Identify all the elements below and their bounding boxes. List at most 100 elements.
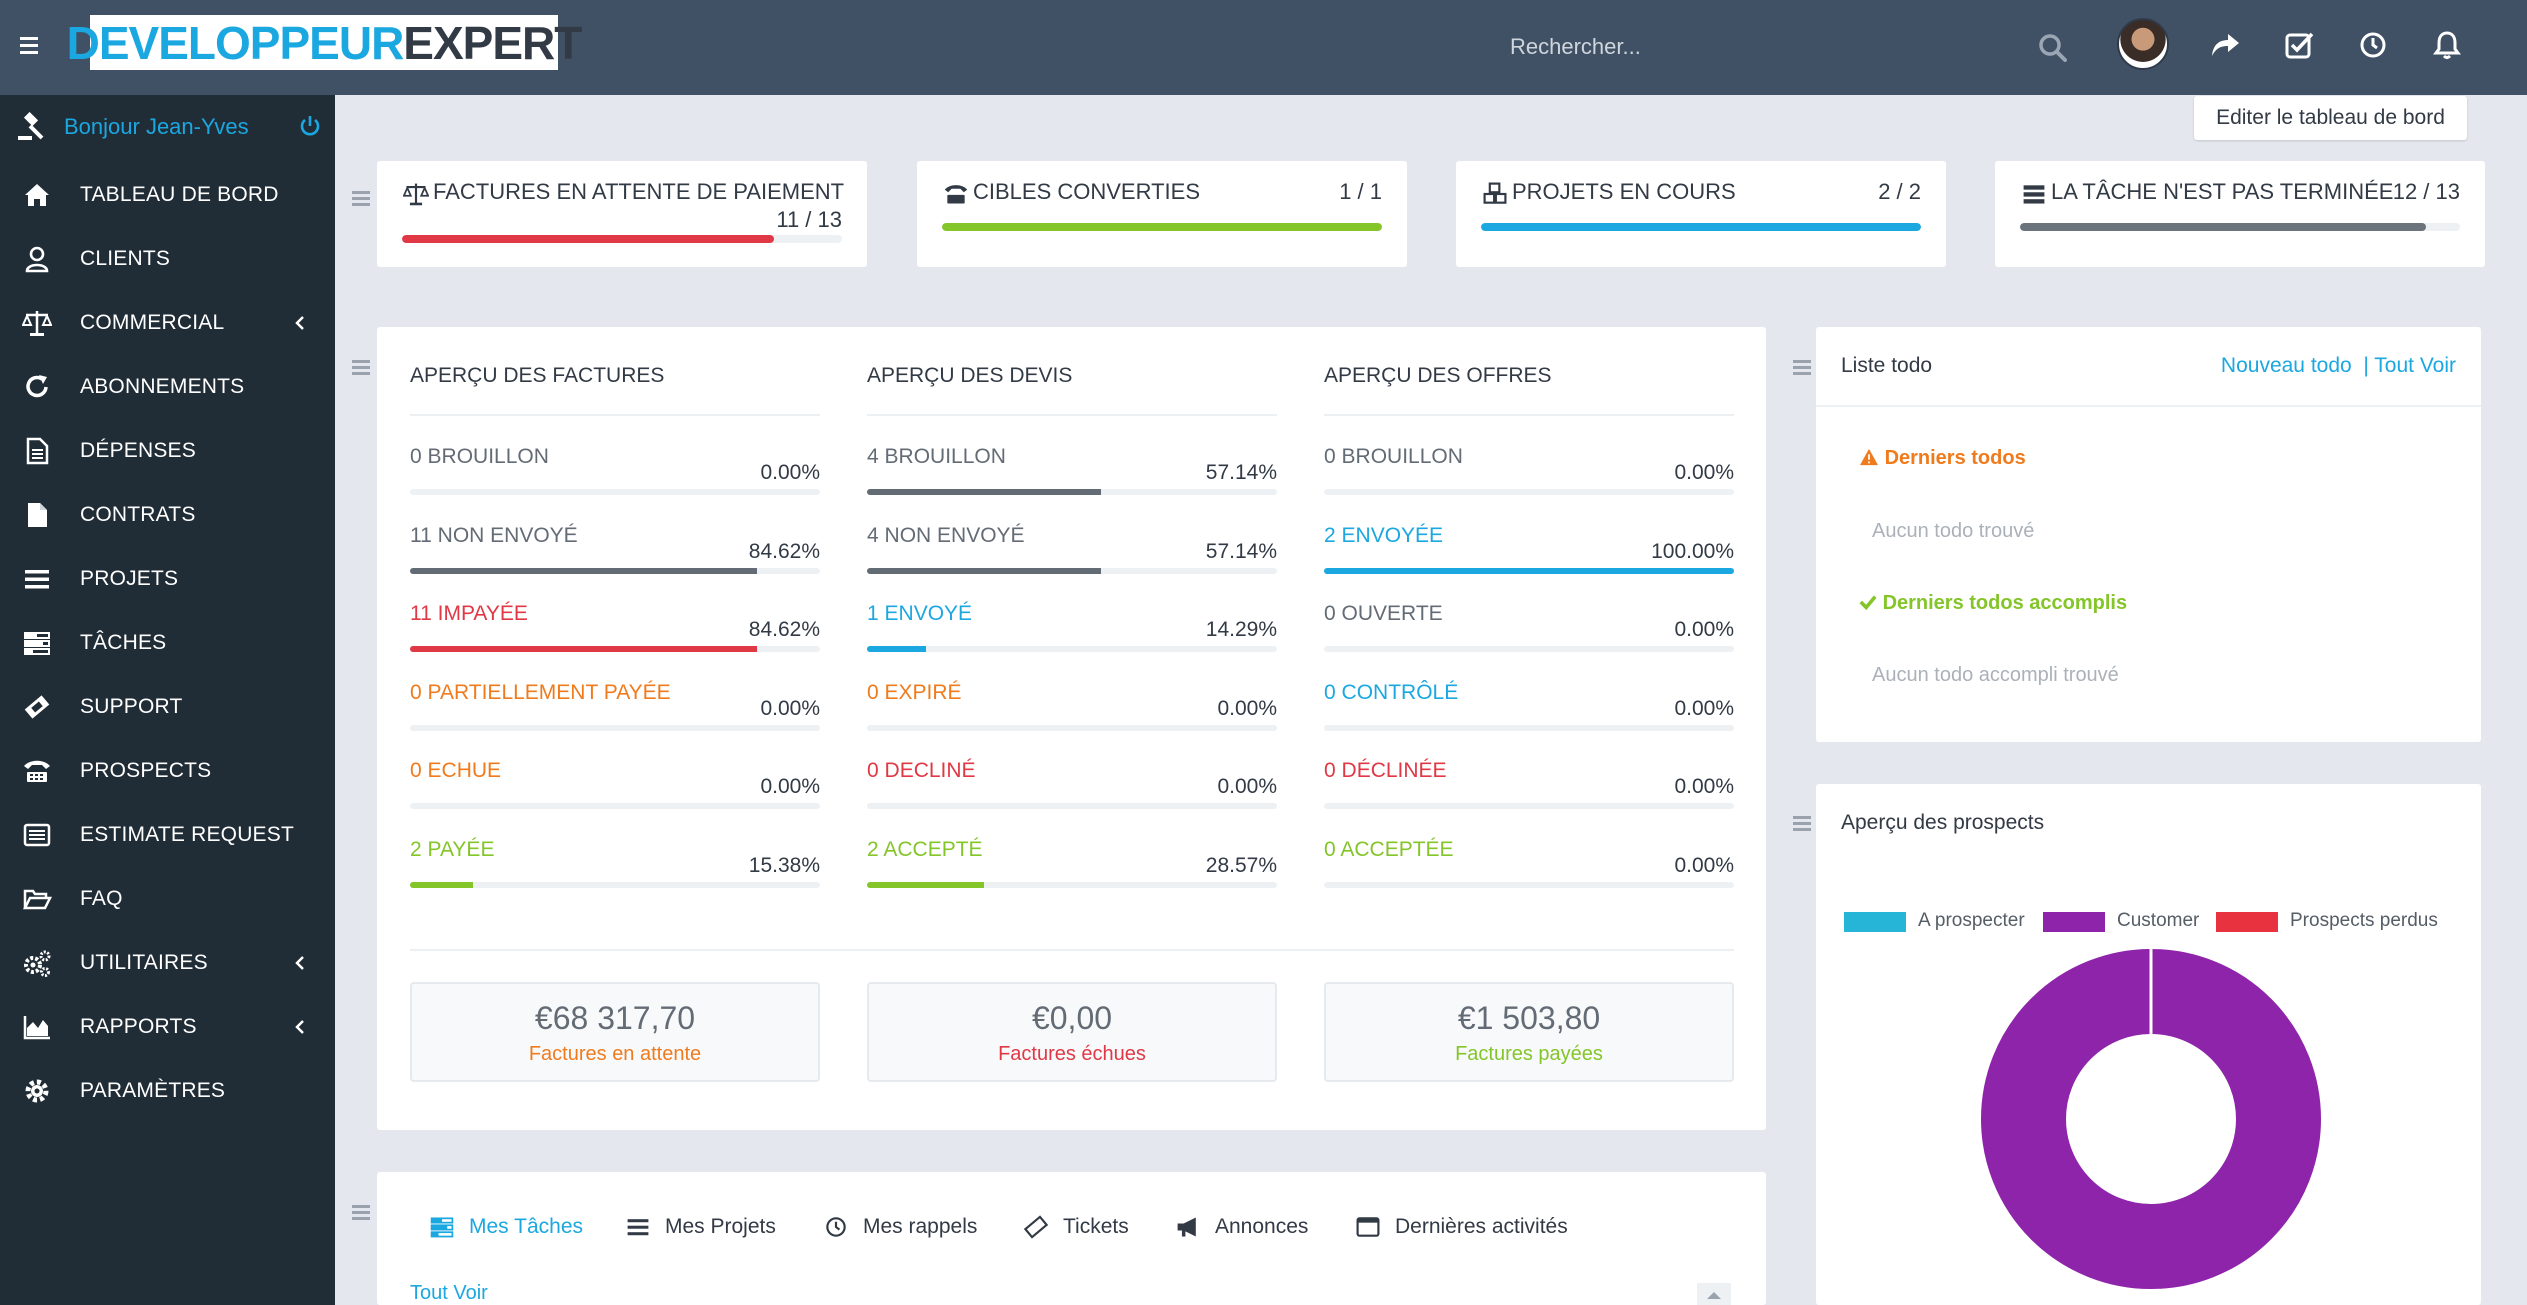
- status-row[interactable]: 0 DECLINÉ 0.00%: [867, 759, 1277, 819]
- drag-handle-icon[interactable]: [1793, 358, 1811, 376]
- status-row[interactable]: 0 CONTRÔLÉ 0.00%: [1324, 681, 1734, 741]
- new-todo-link[interactable]: Nouveau todo: [2220, 354, 2352, 377]
- drag-handle-icon[interactable]: [352, 189, 370, 207]
- status-row[interactable]: 2 ENVOYÉE 100.00%: [1324, 524, 1734, 584]
- status-label: 1 ENVOYÉ: [867, 602, 972, 626]
- sidebar-item-prospects[interactable]: PROSPECTS: [0, 743, 335, 799]
- drag-handle-icon[interactable]: [352, 358, 370, 376]
- overview-heading: APERÇU DES OFFRES: [1324, 364, 1552, 387]
- tab-annonces[interactable]: Annonces: [1175, 1212, 1308, 1242]
- status-row[interactable]: 0 BROUILLON 0.00%: [1324, 445, 1734, 505]
- sidebar-item-parametres[interactable]: PARAMÈTRES: [0, 1063, 335, 1119]
- drag-handle-icon[interactable]: [352, 1203, 370, 1221]
- status-count: 0: [1324, 837, 1336, 861]
- status-row[interactable]: 2 PAYÉE 15.38%: [410, 838, 820, 898]
- stat-progress-fill: [1481, 223, 1921, 231]
- overview-total-box[interactable]: €1 503,80 Factures payées: [1324, 982, 1734, 1082]
- check-square-icon[interactable]: [2282, 28, 2316, 62]
- legend-swatch[interactable]: [2216, 912, 2278, 932]
- search-icon[interactable]: [2038, 33, 2068, 63]
- stat-widget-tasks: LA TÂCHE N'EST PAS TERMINÉE 12 / 13: [1995, 161, 2485, 267]
- total-amount: €1 503,80: [1457, 1000, 1601, 1036]
- tab-dernieres-activites[interactable]: Dernières activités: [1355, 1212, 1568, 1242]
- status-progress-track: [410, 567, 820, 574]
- scroll-up-icon[interactable]: [1697, 1283, 1731, 1305]
- share-icon[interactable]: [2208, 28, 2242, 62]
- stat-progress-fill: [2020, 223, 2427, 231]
- sidebar-item-tableau-de-bord[interactable]: TABLEAU DE BORD: [0, 167, 335, 223]
- sidebar-item-label: PARAMÈTRES: [80, 1079, 226, 1102]
- refresh-icon: [26, 375, 48, 398]
- status-percent: 84.62%: [748, 539, 820, 563]
- sidebar-item-rapports[interactable]: RAPPORTS: [0, 999, 335, 1055]
- power-icon[interactable]: [298, 114, 322, 138]
- status-text: NON ENVOYÉ: [437, 523, 578, 547]
- sidebar-item-projets[interactable]: PROJETS: [0, 551, 335, 607]
- legend-label[interactable]: A prospecter: [1918, 910, 2025, 931]
- status-row[interactable]: 4 NON ENVOYÉ 57.14%: [867, 524, 1277, 584]
- area-chart-icon: [23, 1016, 50, 1040]
- status-row[interactable]: 2 ACCEPTÉ 28.57%: [867, 838, 1277, 898]
- status-row[interactable]: 0 EXPIRÉ 0.00%: [867, 681, 1277, 741]
- logo-part1: DEVELOPPEUR: [66, 16, 405, 69]
- search-input[interactable]: [1490, 25, 2050, 69]
- status-row[interactable]: 1 ENVOYÉ 14.29%: [867, 602, 1277, 662]
- logo[interactable]: DEVELOPPEUR EXPERT: [67, 15, 582, 70]
- status-row[interactable]: 0 PARTIELLEMENT PAYÉE 0.00%: [410, 681, 820, 741]
- sidebar-item-utilitaires[interactable]: UTILITAIRES: [0, 935, 335, 991]
- tab-tickets[interactable]: Tickets: [1023, 1212, 1129, 1242]
- view-all-tasks-link[interactable]: Tout Voir: [410, 1282, 488, 1304]
- legend-swatch[interactable]: [1844, 912, 1906, 932]
- status-progress-fill: [867, 881, 985, 888]
- sidebar-item-depenses[interactable]: DÉPENSES: [0, 423, 335, 479]
- status-row[interactable]: 0 DÉCLINÉE 0.00%: [1324, 759, 1734, 819]
- view-all-todo-link[interactable]: | Tout Voir: [2363, 354, 2456, 377]
- status-label: 0 OUVERTE: [1324, 602, 1443, 626]
- status-text: BROUILLON: [1341, 445, 1463, 468]
- gavel-icon: [18, 112, 44, 140]
- legend-label[interactable]: Prospects perdus: [2290, 910, 2438, 931]
- status-progress-fill: [410, 881, 474, 888]
- bell-icon[interactable]: [2430, 28, 2464, 62]
- status-progress-track: [1324, 724, 1734, 731]
- sidebar-item-faq[interactable]: FAQ: [0, 871, 335, 927]
- status-progress-track: [867, 646, 1277, 652]
- overview-total-box[interactable]: €0,00 Factures échues: [867, 982, 1277, 1082]
- edit-dashboard-button[interactable]: Editer le tableau de bord: [2194, 96, 2467, 140]
- status-row[interactable]: 11 IMPAYÉE 84.62%: [410, 602, 820, 662]
- clock-icon[interactable]: [2356, 28, 2390, 62]
- sidebar-item-commercial[interactable]: COMMERCIAL: [0, 295, 335, 351]
- status-row[interactable]: 0 ECHUE 0.00%: [410, 759, 820, 819]
- status-row[interactable]: 0 OUVERTE 0.00%: [1324, 602, 1734, 662]
- home-icon: [25, 184, 49, 206]
- tab-mes-rappels[interactable]: Mes rappels: [823, 1212, 977, 1242]
- sidebar-item-taches[interactable]: TÂCHES: [0, 615, 335, 671]
- menu-toggle-icon[interactable]: [20, 30, 44, 60]
- status-row[interactable]: 4 BROUILLON 57.14%: [867, 445, 1277, 505]
- legend-label[interactable]: Customer: [2117, 910, 2200, 931]
- sidebar-item-support[interactable]: SUPPORT: [0, 679, 335, 735]
- status-row[interactable]: 0 ACCEPTÉE 0.00%: [1324, 838, 1734, 898]
- avatar[interactable]: [2117, 18, 2169, 70]
- sidebar-item-clients[interactable]: CLIENTS: [0, 231, 335, 287]
- sidebar-item-abonnements[interactable]: ABONNEMENTS: [0, 359, 335, 415]
- drag-handle-icon[interactable]: [1793, 814, 1811, 832]
- greeting-text[interactable]: Bonjour Jean-Yves: [64, 114, 249, 139]
- tab-mes-projets[interactable]: Mes Projets: [625, 1212, 776, 1242]
- sidebar-item-label: PROSPECTS: [80, 759, 212, 782]
- status-count: 11: [410, 602, 432, 625]
- sidebar-item-estimate-request[interactable]: ESTIMATE REQUEST: [0, 807, 335, 863]
- cogs-icon: [24, 950, 51, 977]
- overview-total-box[interactable]: €68 317,70 Factures en attente: [410, 982, 820, 1082]
- status-label: 0 EXPIRÉ: [867, 681, 962, 705]
- legend-swatch[interactable]: [2043, 912, 2105, 932]
- prospects-panel: Aperçu des prospects A prospecter Custom…: [1816, 784, 2481, 1305]
- tab-mes-taches[interactable]: Mes Tâches: [429, 1212, 583, 1242]
- status-row[interactable]: 11 NON ENVOYÉ 84.62%: [410, 524, 820, 584]
- tab-label: Tickets: [1063, 1215, 1129, 1238]
- status-progress-track: [1324, 567, 1734, 574]
- divider: [410, 949, 1734, 951]
- sidebar-item-contrats[interactable]: CONTRATS: [0, 487, 335, 543]
- status-count: 2: [867, 837, 879, 861]
- status-row[interactable]: 0 BROUILLON 0.00%: [410, 445, 820, 505]
